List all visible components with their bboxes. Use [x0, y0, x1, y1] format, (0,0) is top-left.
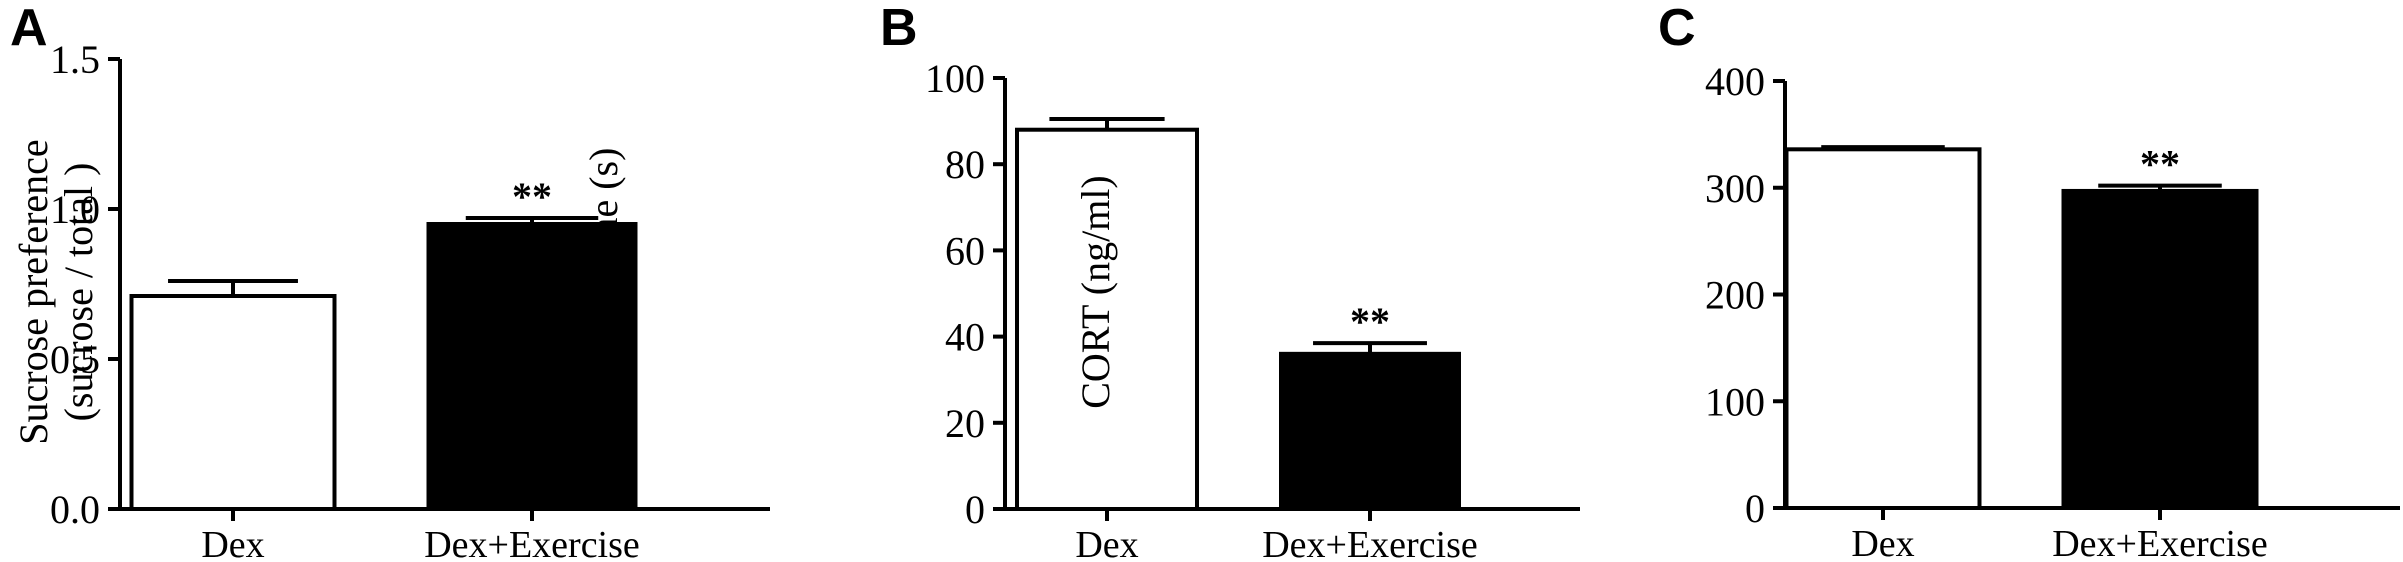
panel-letter: B [880, 0, 918, 57]
x-tick-label: Dex+Exercise [1262, 524, 1478, 562]
x-tick-label: Dex [1851, 523, 1914, 562]
y-tick-label: 40 [945, 315, 985, 360]
y-tick-label: 100 [1705, 379, 1765, 424]
y-tick-label: 0 [1745, 486, 1765, 531]
chart-panel-a: A 0.0 0.5 1.0 1.5 Sucrose preference (sucrose … [10, 0, 770, 562]
significance-label: ** [2140, 142, 2180, 187]
bar [426, 222, 638, 511]
x-tick-label: Dex [201, 524, 264, 562]
y-tick-label: 100 [925, 56, 985, 101]
y-axis-title-line: Sucrose preference [11, 139, 56, 444]
significance-label: ** [512, 174, 552, 219]
bar [1784, 147, 1982, 510]
y-axis-title-line: (sucrose / total ) [56, 163, 101, 422]
y-tick-label: 1.5 [50, 37, 100, 82]
y-tick-label: 20 [945, 401, 985, 446]
bar [1015, 127, 1199, 511]
x-tick-label: Dex [1075, 524, 1138, 562]
y-axis-title-line: CORT (ng/ml) [1073, 175, 1118, 409]
y-tick-label: 0.0 [50, 487, 100, 532]
panel-letter: C [1658, 0, 1696, 57]
y-tick-label: 300 [1705, 166, 1765, 211]
bar [2061, 188, 2259, 510]
significance-label: ** [1350, 299, 1390, 344]
x-tick-label: Dex+Exercise [2052, 523, 2268, 562]
y-axis-title-line: Immobile time (s) [581, 148, 626, 437]
bar [1279, 351, 1461, 511]
y-tick-label: 1.0 [50, 187, 100, 232]
y-tick-label: 60 [945, 228, 985, 273]
x-tick-label: Dex+Exercise [424, 524, 640, 562]
y-tick-label: 400 [1705, 59, 1765, 104]
y-tick-label: 200 [1705, 273, 1765, 318]
bar [129, 294, 337, 511]
chart-panel-b: B 0 20 40 60 80 100 Immobile time (s) Dex Dex+Exe… [581, 0, 1580, 562]
y-tick-label: 80 [945, 142, 985, 187]
y-tick-label: 0.5 [50, 337, 100, 382]
panel-letter: A [10, 0, 48, 57]
y-tick-label: 0 [965, 487, 985, 532]
chart-panel-c: C 0 100 200 300 400 CORT (ng/ml) Dex Dex+Exercis… [1073, 0, 2400, 562]
